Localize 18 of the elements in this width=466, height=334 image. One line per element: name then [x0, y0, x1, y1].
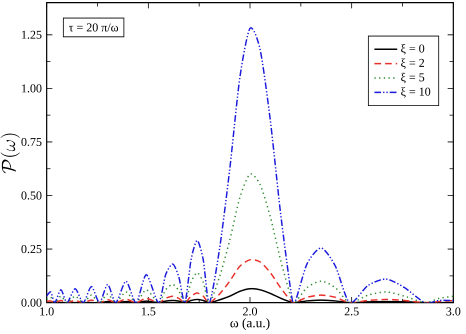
- legend-label: ξ = 2: [401, 58, 424, 69]
- legend-label: ξ = 5: [401, 72, 424, 84]
- x-axis-title: ω (a.u.): [230, 318, 270, 330]
- legend-label: ξ = 10: [401, 87, 430, 98]
- legend-label: ξ = 0: [401, 44, 424, 55]
- y-tick-label: 1.00: [22, 84, 42, 92]
- y-axis-title: $\mathcal{P}(\omega)$: [0, 134, 20, 174]
- y-tick-label: 0.25: [21, 245, 42, 254]
- y-tick-label: 0.50: [21, 191, 42, 200]
- x-tick-label: 3.0: [446, 307, 460, 316]
- y-tick-label: 1.25: [22, 30, 42, 39]
- y-tick-label: 0.75: [21, 138, 42, 146]
- x-tick-label: 2.0: [243, 307, 258, 316]
- y-tick-label: 0.00: [21, 298, 42, 307]
- annotation: τ = 20 π/ω: [68, 23, 118, 32]
- x-tick-label: 2.5: [344, 307, 359, 316]
- x-tick-label: 1.0: [40, 307, 54, 316]
- x-tick-label: 1.5: [142, 307, 156, 316]
